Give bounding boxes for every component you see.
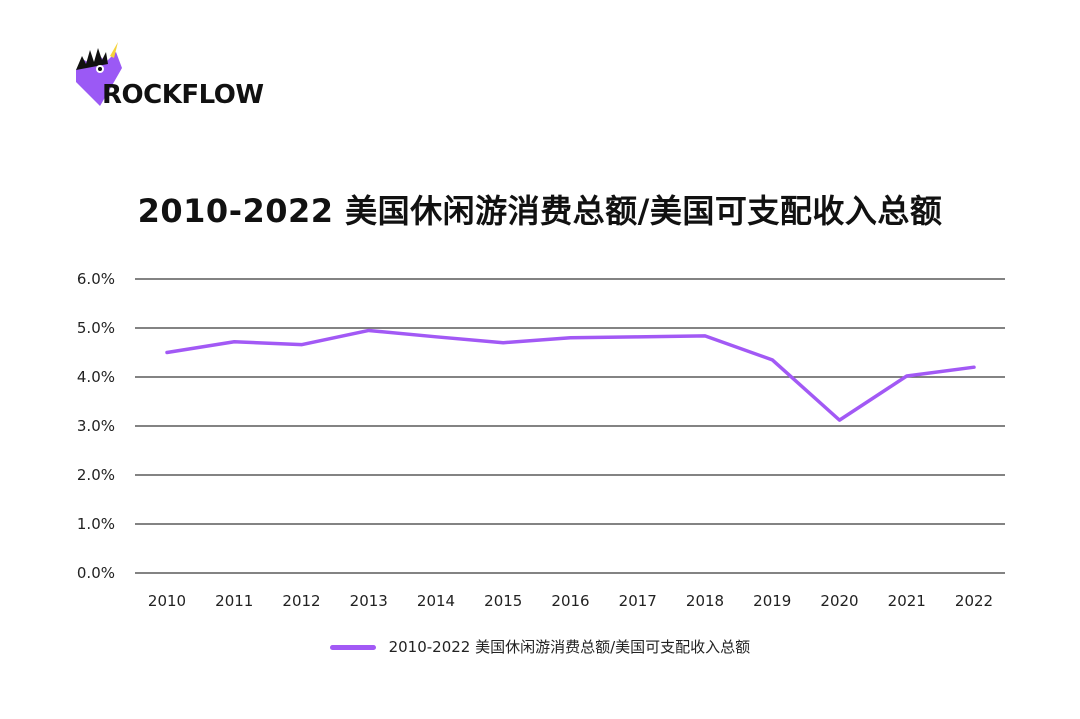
y-tick-label: 2.0%: [77, 466, 115, 484]
legend: 2010-2022 美国休闲游消费总额/美国可支配收入总额: [0, 636, 1080, 657]
x-tick-label: 2011: [215, 592, 253, 610]
unicorn-logo-icon: [76, 42, 122, 106]
x-tick-label: 2015: [484, 592, 522, 610]
y-tick-label: 1.0%: [77, 515, 115, 533]
y-tick-label: 5.0%: [77, 319, 115, 337]
x-tick-label: 2020: [820, 592, 858, 610]
grid: [135, 278, 1005, 574]
x-tick-label: 2018: [686, 592, 724, 610]
y-tick-label: 3.0%: [77, 417, 115, 435]
x-tick-label: 2014: [417, 592, 455, 610]
y-tick-label: 6.0%: [77, 270, 115, 288]
series-line: [165, 328, 976, 422]
x-tick-label: 2012: [282, 592, 320, 610]
y-tick-label: 0.0%: [77, 564, 115, 582]
brand-name: ROCKFLOW: [102, 80, 264, 110]
x-tick-label: 2022: [955, 592, 993, 610]
x-tick-label: 2021: [888, 592, 926, 610]
legend-swatch: [329, 645, 376, 650]
y-tick-label: 4.0%: [77, 368, 115, 386]
y-axis-ticks: 0.0% 1.0% 2.0% 3.0% 4.0% 5.0% 6.0%: [77, 270, 115, 582]
x-tick-label: 2016: [551, 592, 589, 610]
rockflow-logo: ROCKFLOW: [74, 42, 274, 112]
chart-title: 2010-2022 美国休闲游消费总额/美国可支配收入总额: [137, 192, 943, 230]
x-tick-label: 2019: [753, 592, 791, 610]
x-axis-ticks: 2010 2011 2012 2013 2014 2015 2016 2017 2018 2019…: [148, 592, 993, 610]
x-tick-label: 2010: [148, 592, 186, 610]
series: [165, 328, 976, 422]
legend-label: 2010-2022 美国休闲游消费总额/美国可支配收入总额: [388, 638, 751, 656]
x-tick-label: 2013: [350, 592, 388, 610]
x-tick-label: 2017: [619, 592, 657, 610]
